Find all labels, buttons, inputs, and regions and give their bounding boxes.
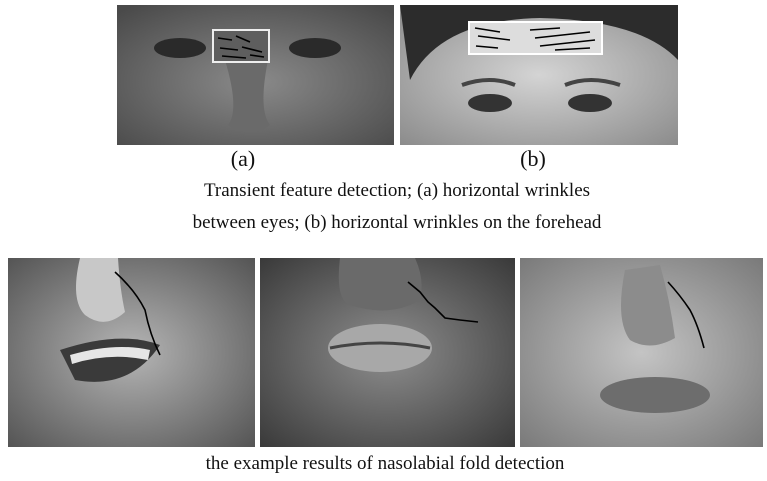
face-image-d <box>260 258 515 447</box>
face-image-b <box>400 5 678 145</box>
panel-label: (b) <box>520 146 546 171</box>
caption-line: between eyes; (b) horizontal wrinkles on… <box>193 212 602 233</box>
figure-page: (a) (b) Transient feature detection; (a)… <box>0 0 767 476</box>
caption-line: Transient feature detection; (a) horizon… <box>204 180 590 201</box>
face-image-e <box>520 258 763 447</box>
caption-line: the example results of nasolabial fold d… <box>206 453 565 474</box>
panel-label: (a) <box>231 146 255 171</box>
face-image-c <box>8 258 255 447</box>
face-image-a <box>117 5 394 145</box>
